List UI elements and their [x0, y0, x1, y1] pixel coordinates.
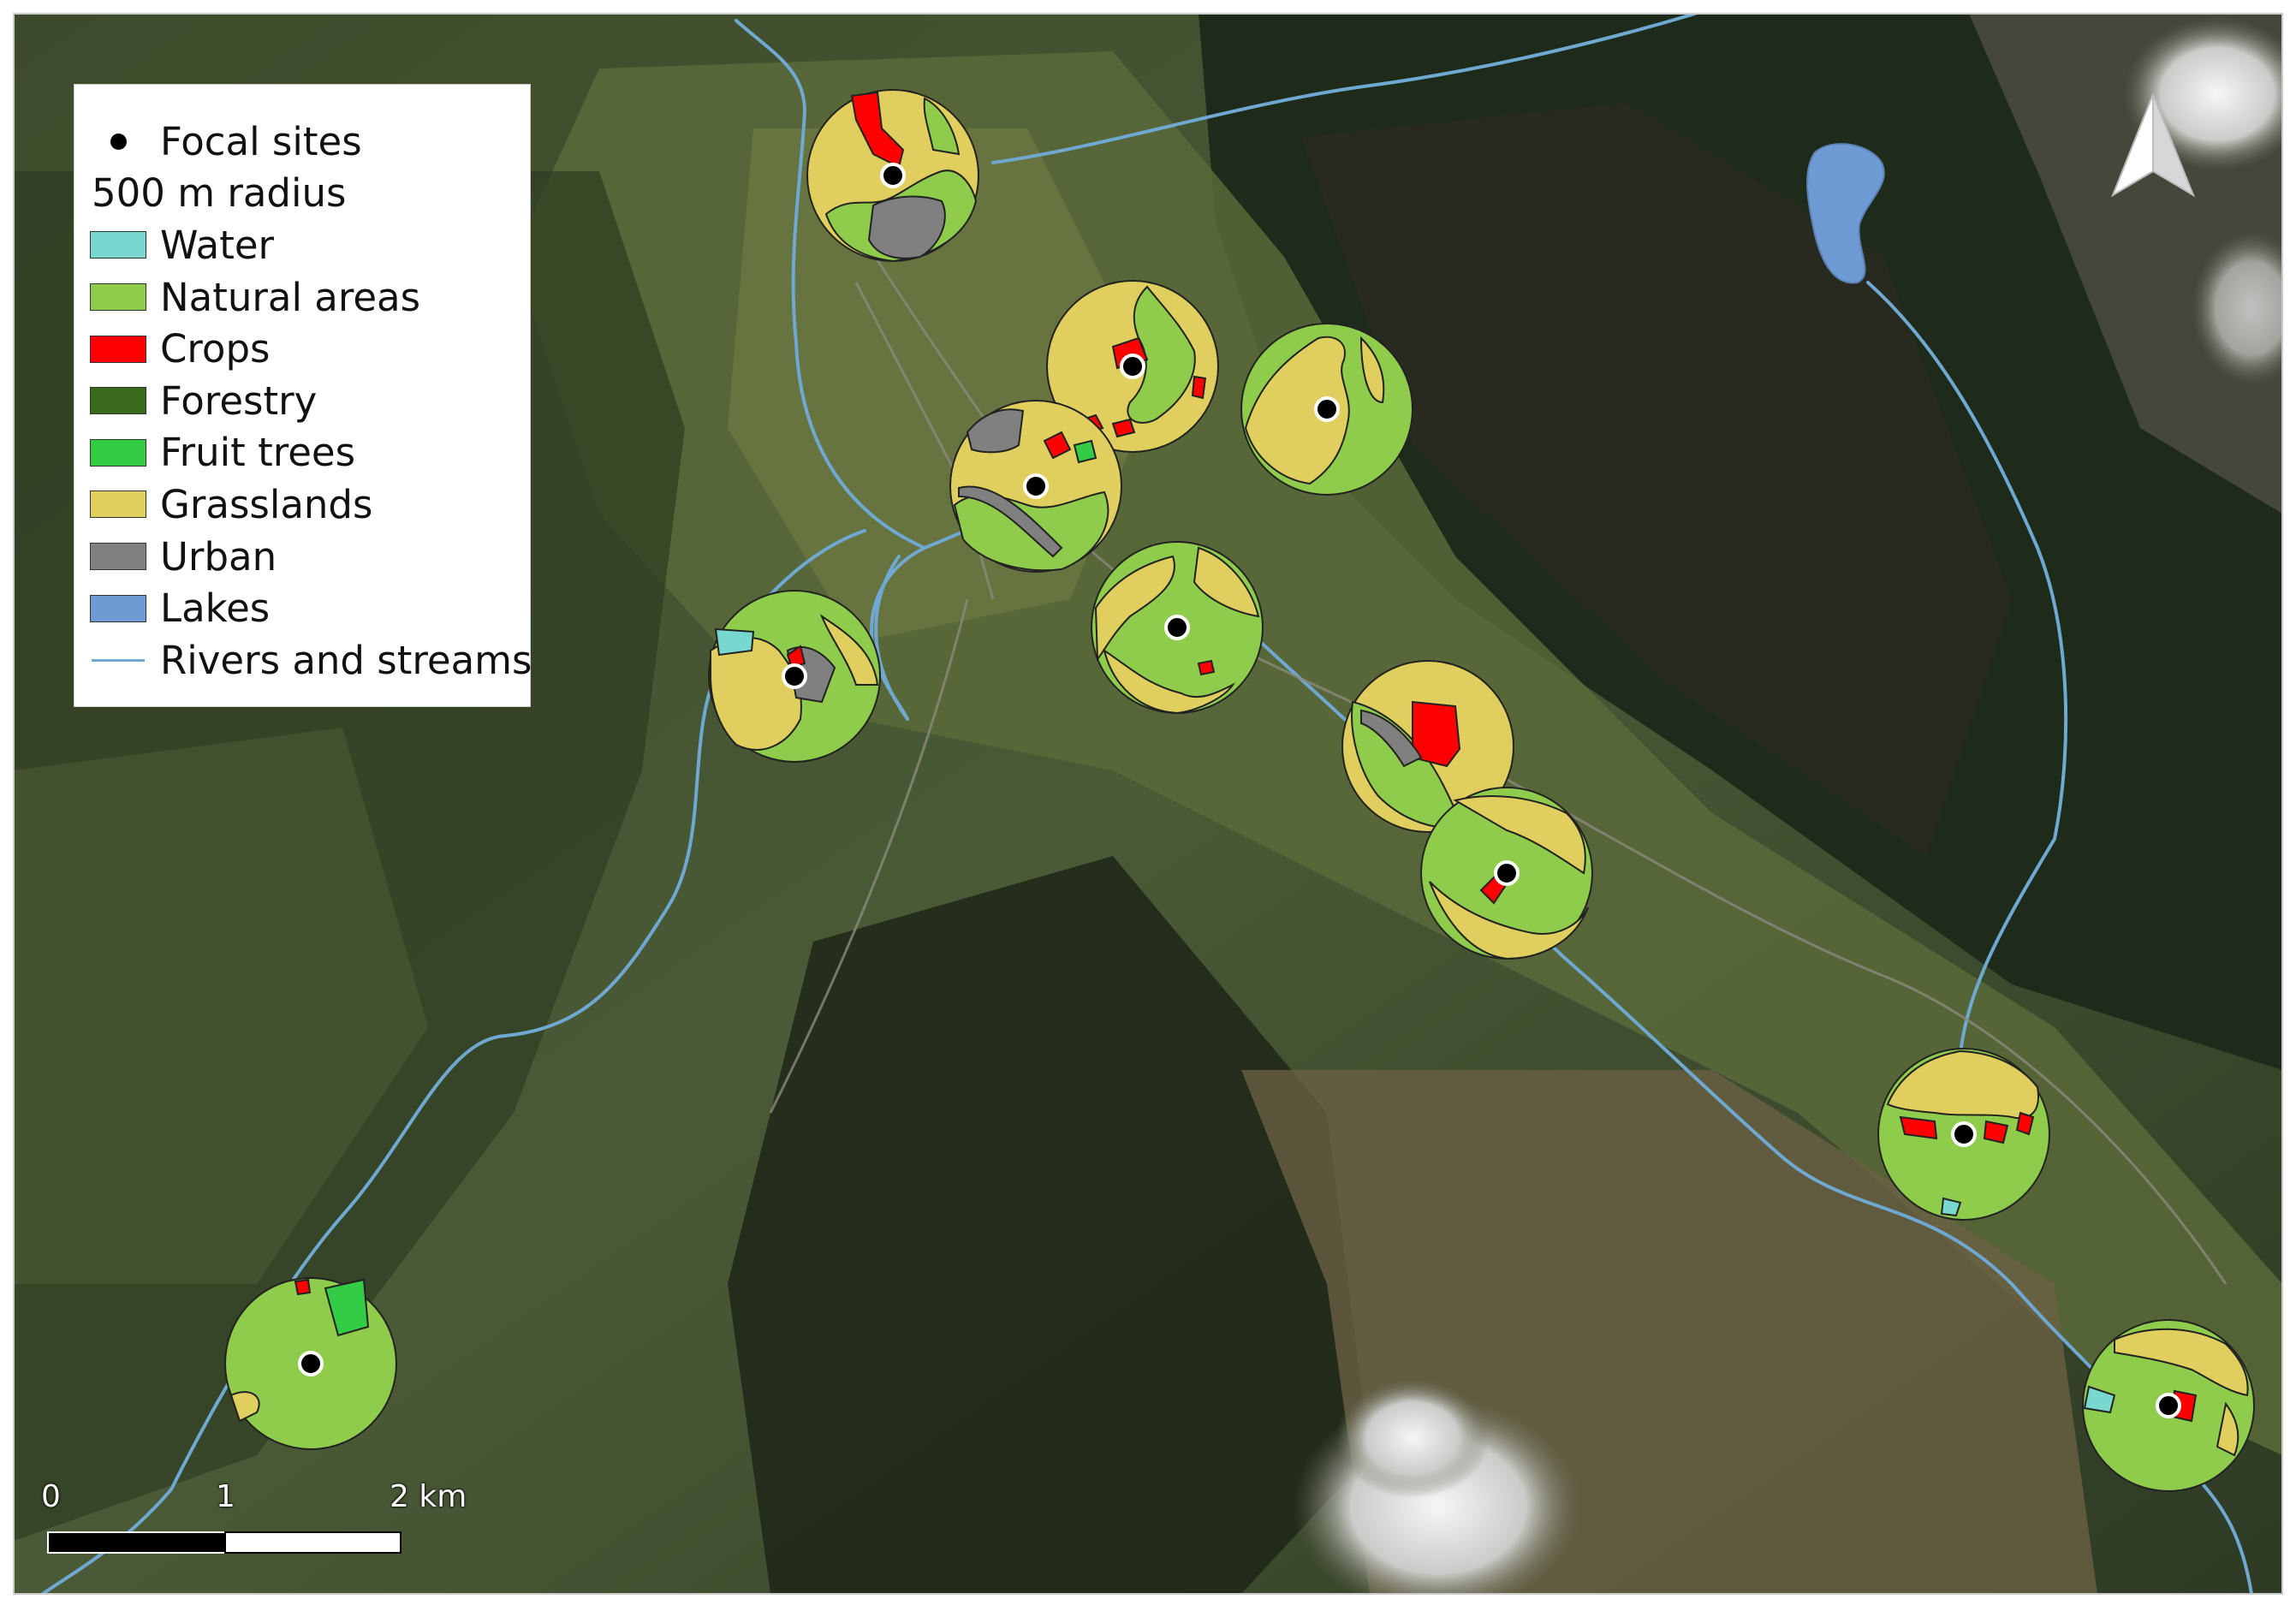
legend-swatch	[90, 335, 146, 363]
legend-item-water: Water	[90, 219, 530, 271]
river-line-icon	[90, 646, 146, 674]
legend-item-rivers: Rivers and streams	[90, 634, 532, 687]
dot-icon	[90, 133, 146, 150]
legend-label: Fruit trees	[160, 430, 356, 476]
legend-item-crops: Crops	[90, 323, 530, 375]
legend-label: Natural areas	[160, 274, 421, 320]
legend-label: Focal sites	[160, 118, 362, 164]
legend-label: Forestry	[160, 377, 318, 424]
scale-label-0: 0	[41, 1479, 61, 1514]
legend-label: Rivers and streams	[160, 637, 532, 683]
legend-item-forestry: Forestry	[90, 375, 530, 427]
legend-label: Crops	[160, 326, 271, 372]
legend-label: Grasslands	[160, 481, 373, 527]
legend-item-lakes: Lakes	[90, 582, 530, 634]
scale-bar	[47, 1531, 402, 1554]
legend-swatch	[90, 231, 146, 259]
north-arrow-icon	[2110, 93, 2196, 198]
legend-label: Lakes	[160, 586, 271, 632]
legend-swatch	[90, 438, 146, 467]
legend-radius-heading: 500 m radius	[90, 168, 530, 220]
legend-item-grasslands: Grasslands	[90, 479, 530, 531]
legend-swatch	[90, 490, 146, 519]
focal-site-dots	[298, 163, 2181, 1418]
legend-item-focal-sites: Focal sites	[90, 116, 530, 168]
legend-label: Water	[160, 222, 275, 268]
legend-swatch	[90, 594, 146, 622]
legend-item-natural-areas: Natural areas	[90, 271, 530, 324]
legend-heading-label: 500 m radius	[92, 170, 347, 217]
legend-swatch	[90, 387, 146, 415]
scale-label-2: 2 km	[390, 1479, 467, 1514]
legend-swatch	[90, 283, 146, 312]
legend-item-fruit-trees: Fruit trees	[90, 427, 530, 479]
legend-item-urban: Urban	[90, 531, 530, 583]
legend-swatch	[90, 543, 146, 571]
legend-label: Urban	[160, 533, 277, 580]
scale-label-1: 1	[216, 1479, 235, 1514]
map-legend: Focal sites 500 m radius Water Natural ar…	[74, 84, 532, 707]
